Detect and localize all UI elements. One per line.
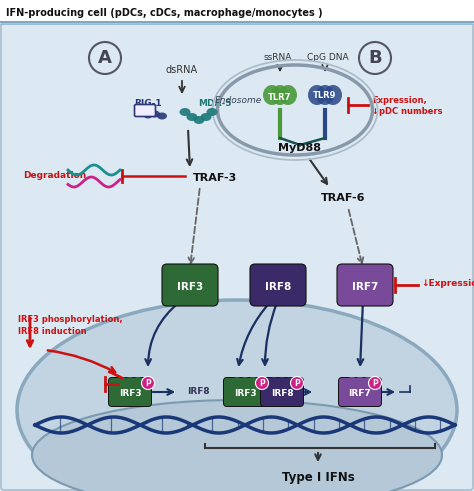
Ellipse shape <box>271 85 289 105</box>
Ellipse shape <box>193 116 204 124</box>
Text: ssRNA: ssRNA <box>264 53 292 61</box>
Ellipse shape <box>276 377 288 387</box>
Ellipse shape <box>354 265 368 277</box>
Text: IRF3: IRF3 <box>234 388 256 398</box>
Text: RIG-1: RIG-1 <box>134 99 162 108</box>
Ellipse shape <box>275 265 289 277</box>
Ellipse shape <box>186 113 198 121</box>
Text: CpG DNA: CpG DNA <box>307 53 349 61</box>
FancyBboxPatch shape <box>337 264 393 306</box>
Ellipse shape <box>171 265 185 277</box>
FancyBboxPatch shape <box>224 378 266 407</box>
FancyBboxPatch shape <box>1 23 473 490</box>
Circle shape <box>291 377 303 389</box>
Ellipse shape <box>362 377 374 387</box>
Text: IRF7: IRF7 <box>352 282 378 292</box>
FancyBboxPatch shape <box>250 264 306 306</box>
Text: IRF3: IRF3 <box>177 282 203 292</box>
FancyBboxPatch shape <box>338 378 382 407</box>
Ellipse shape <box>187 265 201 277</box>
Ellipse shape <box>354 377 366 387</box>
Ellipse shape <box>150 110 160 117</box>
Text: Endosome: Endosome <box>214 96 262 105</box>
Ellipse shape <box>17 300 457 491</box>
Ellipse shape <box>144 113 152 118</box>
Ellipse shape <box>32 400 442 491</box>
FancyBboxPatch shape <box>261 378 303 407</box>
FancyBboxPatch shape <box>162 264 218 306</box>
Ellipse shape <box>263 85 281 105</box>
Text: MDA-5: MDA-5 <box>198 99 231 108</box>
Ellipse shape <box>157 112 167 119</box>
Text: IRF3: IRF3 <box>118 388 141 398</box>
Circle shape <box>142 377 155 389</box>
Ellipse shape <box>195 265 209 277</box>
Ellipse shape <box>370 265 384 277</box>
Text: Degradation: Degradation <box>23 170 87 180</box>
Ellipse shape <box>362 265 376 277</box>
Ellipse shape <box>284 377 296 387</box>
Text: IRF8 induction: IRF8 induction <box>18 327 87 335</box>
Text: Type I IFNs: Type I IFNs <box>282 470 355 484</box>
Ellipse shape <box>116 377 128 387</box>
Text: IRF8: IRF8 <box>271 388 293 398</box>
Ellipse shape <box>201 113 211 121</box>
FancyBboxPatch shape <box>135 105 155 116</box>
Text: ↓Expression: ↓Expression <box>421 278 474 288</box>
Ellipse shape <box>124 377 136 387</box>
Text: TLR7: TLR7 <box>268 92 292 102</box>
Bar <box>0 0 474 22</box>
Ellipse shape <box>179 265 193 277</box>
Ellipse shape <box>346 265 360 277</box>
Ellipse shape <box>267 265 281 277</box>
Circle shape <box>368 377 382 389</box>
Text: P: P <box>259 379 265 388</box>
Text: MyD88: MyD88 <box>279 143 321 153</box>
Text: IRF7: IRF7 <box>348 388 371 398</box>
Text: TRAF-6: TRAF-6 <box>321 193 365 203</box>
FancyBboxPatch shape <box>109 378 152 407</box>
Ellipse shape <box>316 85 334 105</box>
Text: P: P <box>372 379 378 388</box>
Ellipse shape <box>268 377 280 387</box>
Text: A: A <box>98 49 112 67</box>
Ellipse shape <box>137 109 147 115</box>
Text: P: P <box>294 379 300 388</box>
Text: Expression,: Expression, <box>372 96 427 105</box>
Text: IFN-producing cell (pDCs, cDCs, macrophage/monocytes ): IFN-producing cell (pDCs, cDCs, macropha… <box>6 8 323 18</box>
Ellipse shape <box>279 85 297 105</box>
Ellipse shape <box>308 85 326 105</box>
Ellipse shape <box>180 108 191 116</box>
Ellipse shape <box>247 377 259 387</box>
Ellipse shape <box>132 377 144 387</box>
Text: dsRNA: dsRNA <box>166 65 198 75</box>
Text: P: P <box>145 379 151 388</box>
Text: TRAF-3: TRAF-3 <box>193 173 237 183</box>
Ellipse shape <box>239 377 251 387</box>
Ellipse shape <box>231 377 243 387</box>
Text: IRF3 phosphorylation,: IRF3 phosphorylation, <box>18 316 123 325</box>
Text: IRF8: IRF8 <box>187 387 210 397</box>
Text: IRF8: IRF8 <box>265 282 291 292</box>
Ellipse shape <box>143 107 153 113</box>
Ellipse shape <box>283 265 297 277</box>
Circle shape <box>255 377 268 389</box>
Text: B: B <box>368 49 382 67</box>
Ellipse shape <box>346 377 358 387</box>
Ellipse shape <box>207 108 218 116</box>
Ellipse shape <box>324 85 342 105</box>
Text: ↓pDC numbers: ↓pDC numbers <box>372 107 443 115</box>
Ellipse shape <box>259 265 273 277</box>
Text: TLR9: TLR9 <box>313 90 337 100</box>
